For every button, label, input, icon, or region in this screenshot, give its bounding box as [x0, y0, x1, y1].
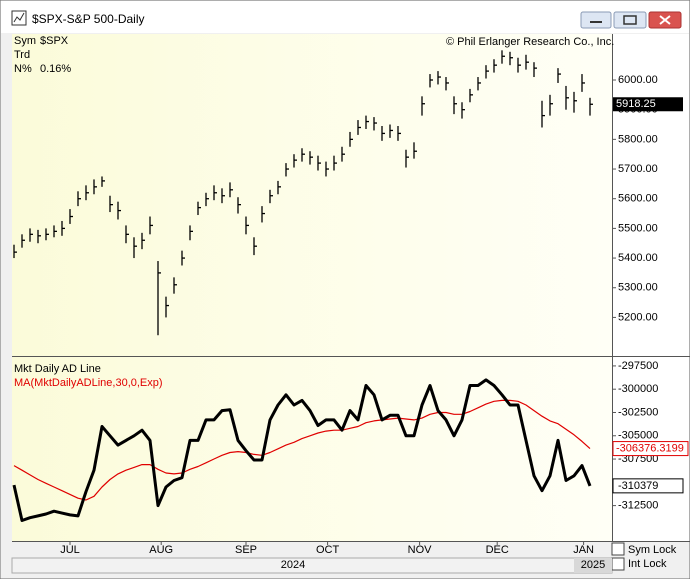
info-key: Sym	[14, 35, 36, 47]
y-tick-label: 5700.00	[618, 163, 658, 175]
last-value-label: -310379	[618, 480, 658, 492]
window-icon-glyph	[13, 12, 25, 23]
series-line	[12, 378, 592, 522]
minimize-button[interactable]	[580, 11, 612, 29]
x-tick-label: DEC	[486, 544, 509, 556]
maximize-button[interactable]	[613, 11, 647, 29]
y-tick-label: 5400.00	[618, 252, 658, 264]
y-tick-label: 5300.00	[618, 282, 658, 294]
y-tick-label: -300000	[618, 383, 658, 395]
close-glyph	[659, 15, 671, 25]
title-bar	[1, 1, 689, 33]
info-box: Sym $SPX Trd N% 0.16%	[14, 35, 71, 75]
year-label: 2025	[581, 559, 605, 571]
last-value-box	[612, 478, 684, 494]
last-value-box	[612, 441, 689, 457]
y-tick-label: -305000	[618, 430, 658, 442]
x-tick-label: JAN	[573, 544, 594, 556]
sym-lock-label[interactable]: Sym Lock	[628, 544, 677, 556]
info-key: N%	[14, 63, 32, 75]
info-value: 0.16%	[40, 63, 71, 75]
y-tick-label: 5200.00	[618, 311, 658, 323]
last-value-label: -306376.3199	[616, 442, 684, 454]
x-tick-label: JUL	[60, 544, 80, 556]
sym-lock-checkbox[interactable]	[611, 542, 625, 556]
int-lock-checkbox[interactable]	[611, 557, 625, 571]
y-tick-label: 5800.00	[618, 133, 658, 145]
x-tick-label: OCT	[316, 544, 340, 556]
year-label: 2024	[281, 559, 305, 571]
x-tick-label: AUG	[149, 544, 173, 556]
last-value-label: 5918.25	[616, 98, 656, 110]
info-key: Trd	[14, 49, 30, 61]
y-tick-label: 6000.00	[618, 74, 658, 86]
series-line	[13, 399, 591, 501]
axis-background	[612, 34, 689, 541]
int-lock-label[interactable]: Int Lock	[628, 558, 667, 570]
x-tick-label: NOV	[408, 544, 433, 556]
y-tick-label: 5500.00	[618, 222, 658, 234]
window-icon	[11, 10, 27, 26]
window-title: $SPX-S&P 500-Daily	[32, 12, 145, 26]
y-tick-label: -312500	[618, 500, 658, 512]
y-tick-label: 5600.00	[618, 193, 658, 205]
last-value-box	[613, 97, 683, 112]
y-tick-label: -302500	[618, 406, 658, 418]
y-tick-label: -297500	[618, 360, 658, 372]
maximize-glyph	[623, 15, 637, 25]
legend-entry: Mkt Daily AD Line	[14, 363, 101, 375]
year-box	[574, 558, 612, 573]
plot-background	[12, 34, 612, 541]
info-value: $SPX	[40, 35, 69, 47]
copyright: © Phil Erlanger Research Co., Inc.	[446, 36, 614, 48]
year-row	[11, 557, 613, 574]
x-tick-label: SEP	[235, 544, 257, 556]
legend-entry: MA(MktDailyADLine,30,0,Exp)	[14, 377, 163, 389]
